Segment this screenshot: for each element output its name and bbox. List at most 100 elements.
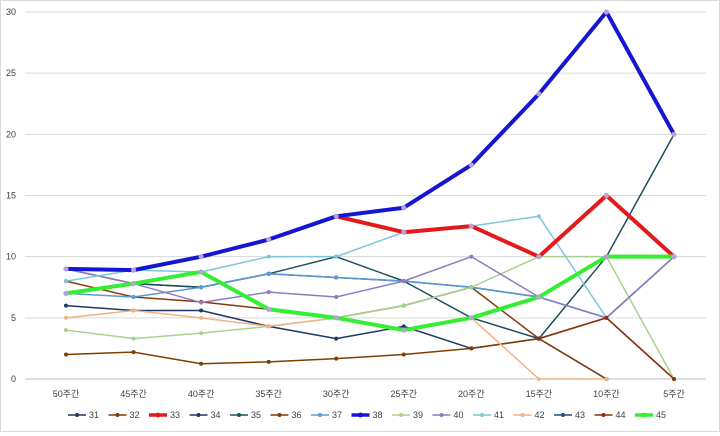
legend-item-36: 36: [270, 410, 302, 420]
legend-swatch-marker: [399, 413, 403, 417]
data-point: [604, 377, 609, 381]
data-point: [401, 303, 406, 308]
data-point: [671, 131, 677, 137]
data-point: [334, 275, 339, 280]
legend-item-35: 35: [230, 410, 261, 420]
legend-label: 31: [89, 410, 99, 420]
series-38: [63, 9, 677, 273]
data-point: [603, 9, 610, 15]
data-point: [199, 308, 204, 313]
x-tick-label: 30주간: [323, 389, 350, 399]
series-line: [65, 317, 675, 380]
data-point: [198, 269, 204, 275]
x-tick-label: 5주간: [663, 389, 685, 399]
data-point: [333, 213, 339, 219]
legend-swatch-marker: [480, 413, 484, 417]
series-line: [65, 133, 675, 340]
series-32: [64, 279, 609, 381]
data-point: [536, 294, 542, 300]
legend-item-32: 32: [108, 410, 140, 420]
y-tick-label: 20: [6, 129, 16, 139]
data-point: [334, 356, 339, 361]
data-point: [401, 229, 407, 235]
legend-label: 37: [332, 410, 342, 420]
legend-label: 45: [656, 410, 666, 420]
y-tick-label: 0: [11, 374, 16, 384]
y-tick-label: 25: [6, 68, 16, 78]
data-point: [64, 279, 68, 284]
data-point: [266, 306, 272, 312]
legend-swatch-marker: [196, 413, 201, 417]
legend-swatch-marker: [155, 412, 161, 418]
gridlines: [25, 11, 706, 380]
legend-swatch-marker: [439, 413, 444, 417]
legend-item-31: 31: [68, 410, 99, 420]
data-point: [131, 336, 136, 341]
data-point: [64, 328, 68, 333]
x-tick-label: 20주간: [458, 389, 485, 399]
data-point: [468, 315, 474, 321]
data-point: [131, 308, 136, 313]
data-point: [130, 267, 137, 273]
data-point: [469, 346, 474, 351]
data-point: [333, 315, 339, 321]
data-point: [266, 236, 272, 243]
legend-swatch-marker: [318, 413, 322, 417]
legend-label: 34: [211, 410, 221, 420]
legend-swatch-marker: [520, 413, 525, 417]
data-point: [199, 315, 204, 320]
data-point: [131, 295, 136, 300]
series-line: [65, 309, 608, 380]
legend-swatch-marker: [75, 413, 79, 417]
data-point: [64, 315, 68, 320]
legend-item-34: 34: [189, 410, 221, 420]
series-lines: [63, 9, 677, 381]
series-line: [65, 255, 675, 380]
data-point: [469, 254, 474, 259]
legend-label: 39: [413, 410, 423, 420]
data-point: [536, 336, 541, 341]
data-point: [671, 254, 677, 260]
data-point: [199, 361, 204, 366]
data-point: [536, 254, 542, 260]
data-point: [198, 254, 204, 260]
x-tick-label: 10주간: [593, 389, 620, 399]
data-point: [401, 352, 406, 357]
data-point: [603, 254, 610, 260]
legend-label: 44: [616, 410, 626, 420]
data-point: [401, 324, 406, 329]
data-point: [266, 290, 271, 295]
legend-item-44: 44: [594, 410, 626, 420]
data-point: [536, 377, 541, 381]
legend-label: 41: [494, 410, 504, 420]
series-44: [536, 315, 676, 381]
legend-swatch-marker: [641, 412, 647, 418]
series-line: [64, 254, 676, 333]
data-point: [401, 327, 407, 333]
series-35: [64, 132, 676, 341]
data-point: [199, 300, 204, 305]
data-point: [401, 205, 407, 211]
x-tick-label: 40주간: [188, 389, 215, 399]
data-point: [63, 290, 69, 296]
legend-label: 35: [251, 410, 261, 420]
legend-label: 42: [535, 410, 545, 420]
data-point: [63, 266, 69, 272]
data-point: [199, 331, 204, 336]
data-point: [199, 285, 204, 290]
legend-label: 43: [575, 410, 585, 420]
axes: 0 5 10 15 20 25 30 50주간 45주간 40주간 35주간 30주간 25주간 20주간…: [6, 7, 685, 399]
data-point: [536, 91, 542, 97]
legend-item-45: 45: [635, 410, 666, 420]
legend-swatch-marker: [601, 413, 606, 417]
legend-label: 33: [170, 410, 180, 420]
x-tick-label: 15주간: [526, 389, 553, 399]
legend: 31 32 33 34 35 36 37 38 39 40 41 42 43 44 45: [68, 410, 666, 420]
legend-swatch-marker: [115, 413, 120, 417]
y-tick-label: 30: [6, 7, 16, 17]
series-45: [63, 254, 677, 333]
x-tick-label: 45주간: [120, 389, 147, 399]
data-point: [131, 350, 136, 355]
